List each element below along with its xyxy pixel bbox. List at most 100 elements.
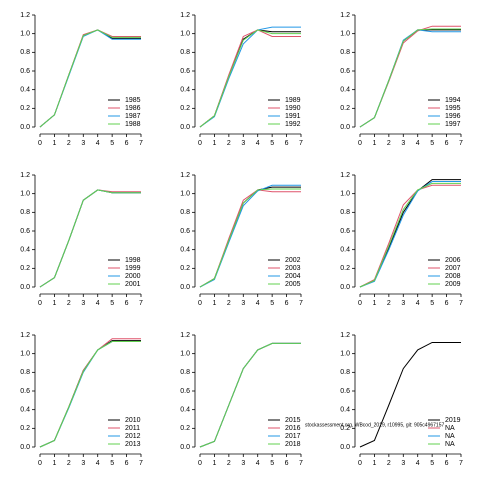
y-tick-label: 1.2 bbox=[20, 332, 30, 339]
annotation: stockassessment.org, WBcod_2019, r10995,… bbox=[305, 422, 444, 428]
y-tick-label: 0.2 bbox=[20, 425, 30, 432]
x-tick-label: 7 bbox=[459, 140, 463, 147]
x-tick-label: 3 bbox=[81, 140, 85, 147]
x-tick-label: 4 bbox=[96, 300, 100, 307]
x-tick-label: 6 bbox=[285, 140, 289, 147]
x-tick-label: 6 bbox=[445, 460, 449, 467]
legend-label: 2006 bbox=[445, 257, 461, 264]
x-tick-label: 0 bbox=[38, 140, 42, 147]
series-line bbox=[199, 342, 301, 448]
x-tick-label: 3 bbox=[401, 140, 405, 147]
x-tick-label: 7 bbox=[139, 300, 143, 307]
y-tick-label: 1.2 bbox=[20, 172, 30, 179]
y-tick-label: 0.4 bbox=[180, 87, 190, 94]
x-tick-label: 5 bbox=[270, 300, 274, 307]
series-line bbox=[199, 29, 301, 128]
y-tick-label: 0.6 bbox=[20, 228, 30, 235]
legend-label: NA bbox=[445, 441, 455, 448]
y-tick-label: 0.2 bbox=[180, 105, 190, 112]
legend-label: 2011 bbox=[125, 425, 140, 432]
x-tick-label: 2 bbox=[67, 460, 71, 467]
legend-label: 1999 bbox=[125, 265, 141, 272]
y-tick-label: 0.4 bbox=[20, 87, 30, 94]
y-tick-label: 0.2 bbox=[20, 265, 30, 272]
x-tick-label: 2 bbox=[67, 140, 71, 147]
x-tick-label: 1 bbox=[52, 300, 56, 307]
y-tick-label: 0.0 bbox=[180, 284, 190, 291]
x-tick-label: 1 bbox=[212, 140, 216, 147]
legend-label: 1997 bbox=[445, 121, 461, 128]
x-tick-label: 6 bbox=[445, 300, 449, 307]
legend-label: 2004 bbox=[285, 273, 301, 280]
x-tick-label: 6 bbox=[285, 460, 289, 467]
y-tick-label: 0.0 bbox=[20, 284, 30, 291]
legend-label: 1991 bbox=[285, 113, 301, 120]
legend-label: 2016 bbox=[285, 425, 301, 432]
x-tick-label: 2 bbox=[387, 140, 391, 147]
y-tick-label: 0.0 bbox=[180, 124, 190, 131]
legend-label: 1996 bbox=[445, 113, 461, 120]
y-tick-label: 0.0 bbox=[340, 444, 350, 451]
legend-label: 2002 bbox=[285, 257, 301, 264]
y-tick-label: 0.6 bbox=[20, 68, 30, 75]
x-tick-label: 5 bbox=[430, 460, 434, 467]
series-line bbox=[199, 188, 301, 288]
y-tick-label: 1.0 bbox=[340, 351, 350, 358]
y-tick-label: 1.0 bbox=[180, 31, 190, 38]
x-tick-label: 4 bbox=[416, 300, 420, 307]
y-tick-label: 0.0 bbox=[340, 124, 350, 131]
x-tick-label: 6 bbox=[125, 460, 129, 467]
legend-label: 1998 bbox=[125, 257, 141, 264]
x-tick-label: 6 bbox=[445, 140, 449, 147]
legend-label: 1985 bbox=[125, 97, 141, 104]
series-line bbox=[359, 182, 461, 288]
x-tick-label: 1 bbox=[372, 300, 376, 307]
y-tick-label: 1.2 bbox=[340, 172, 350, 179]
x-tick-label: 5 bbox=[430, 300, 434, 307]
y-tick-label: 0.2 bbox=[180, 265, 190, 272]
x-tick-label: 4 bbox=[256, 300, 260, 307]
x-tick-label: 5 bbox=[110, 460, 114, 467]
x-tick-label: 3 bbox=[81, 460, 85, 467]
x-tick-label: 1 bbox=[52, 460, 56, 467]
series-line bbox=[39, 29, 141, 128]
legend-label: NA bbox=[445, 425, 455, 432]
y-tick-label: 0.0 bbox=[180, 444, 190, 451]
x-tick-label: 6 bbox=[125, 300, 129, 307]
x-tick-label: 7 bbox=[139, 140, 143, 147]
series-line bbox=[359, 181, 461, 288]
x-tick-label: 3 bbox=[81, 300, 85, 307]
y-tick-label: 0.0 bbox=[340, 284, 350, 291]
y-tick-label: 0.2 bbox=[340, 265, 350, 272]
x-tick-label: 5 bbox=[110, 300, 114, 307]
x-tick-label: 5 bbox=[270, 460, 274, 467]
x-tick-label: 0 bbox=[38, 300, 42, 307]
x-tick-label: 3 bbox=[241, 300, 245, 307]
x-tick-label: 4 bbox=[256, 460, 260, 467]
legend-label: 1989 bbox=[285, 97, 301, 104]
y-tick-label: 0.8 bbox=[180, 369, 190, 376]
y-tick-label: 0.6 bbox=[180, 68, 190, 75]
legend-label: 2018 bbox=[285, 441, 301, 448]
x-tick-label: 0 bbox=[198, 300, 202, 307]
x-tick-label: 3 bbox=[241, 460, 245, 467]
legend-label: 2017 bbox=[285, 433, 301, 440]
y-tick-label: 0.2 bbox=[340, 425, 350, 432]
y-tick-label: 1.2 bbox=[180, 332, 190, 339]
y-tick-label: 0.6 bbox=[180, 228, 190, 235]
x-tick-label: 4 bbox=[256, 140, 260, 147]
y-tick-label: 0.4 bbox=[340, 407, 350, 414]
y-tick-label: 0.8 bbox=[340, 49, 350, 56]
y-tick-label: 1.0 bbox=[20, 31, 30, 38]
legend-label: 1995 bbox=[445, 105, 461, 112]
y-tick-label: 0.6 bbox=[180, 388, 190, 395]
x-tick-label: 1 bbox=[372, 460, 376, 467]
y-tick-label: 0.2 bbox=[20, 105, 30, 112]
y-tick-label: 0.8 bbox=[180, 209, 190, 216]
legend-label: 1992 bbox=[285, 121, 301, 128]
y-tick-label: 0.4 bbox=[180, 247, 190, 254]
y-tick-label: 1.2 bbox=[340, 332, 350, 339]
y-tick-label: 1.2 bbox=[340, 12, 350, 19]
y-tick-label: 0.8 bbox=[20, 209, 30, 216]
